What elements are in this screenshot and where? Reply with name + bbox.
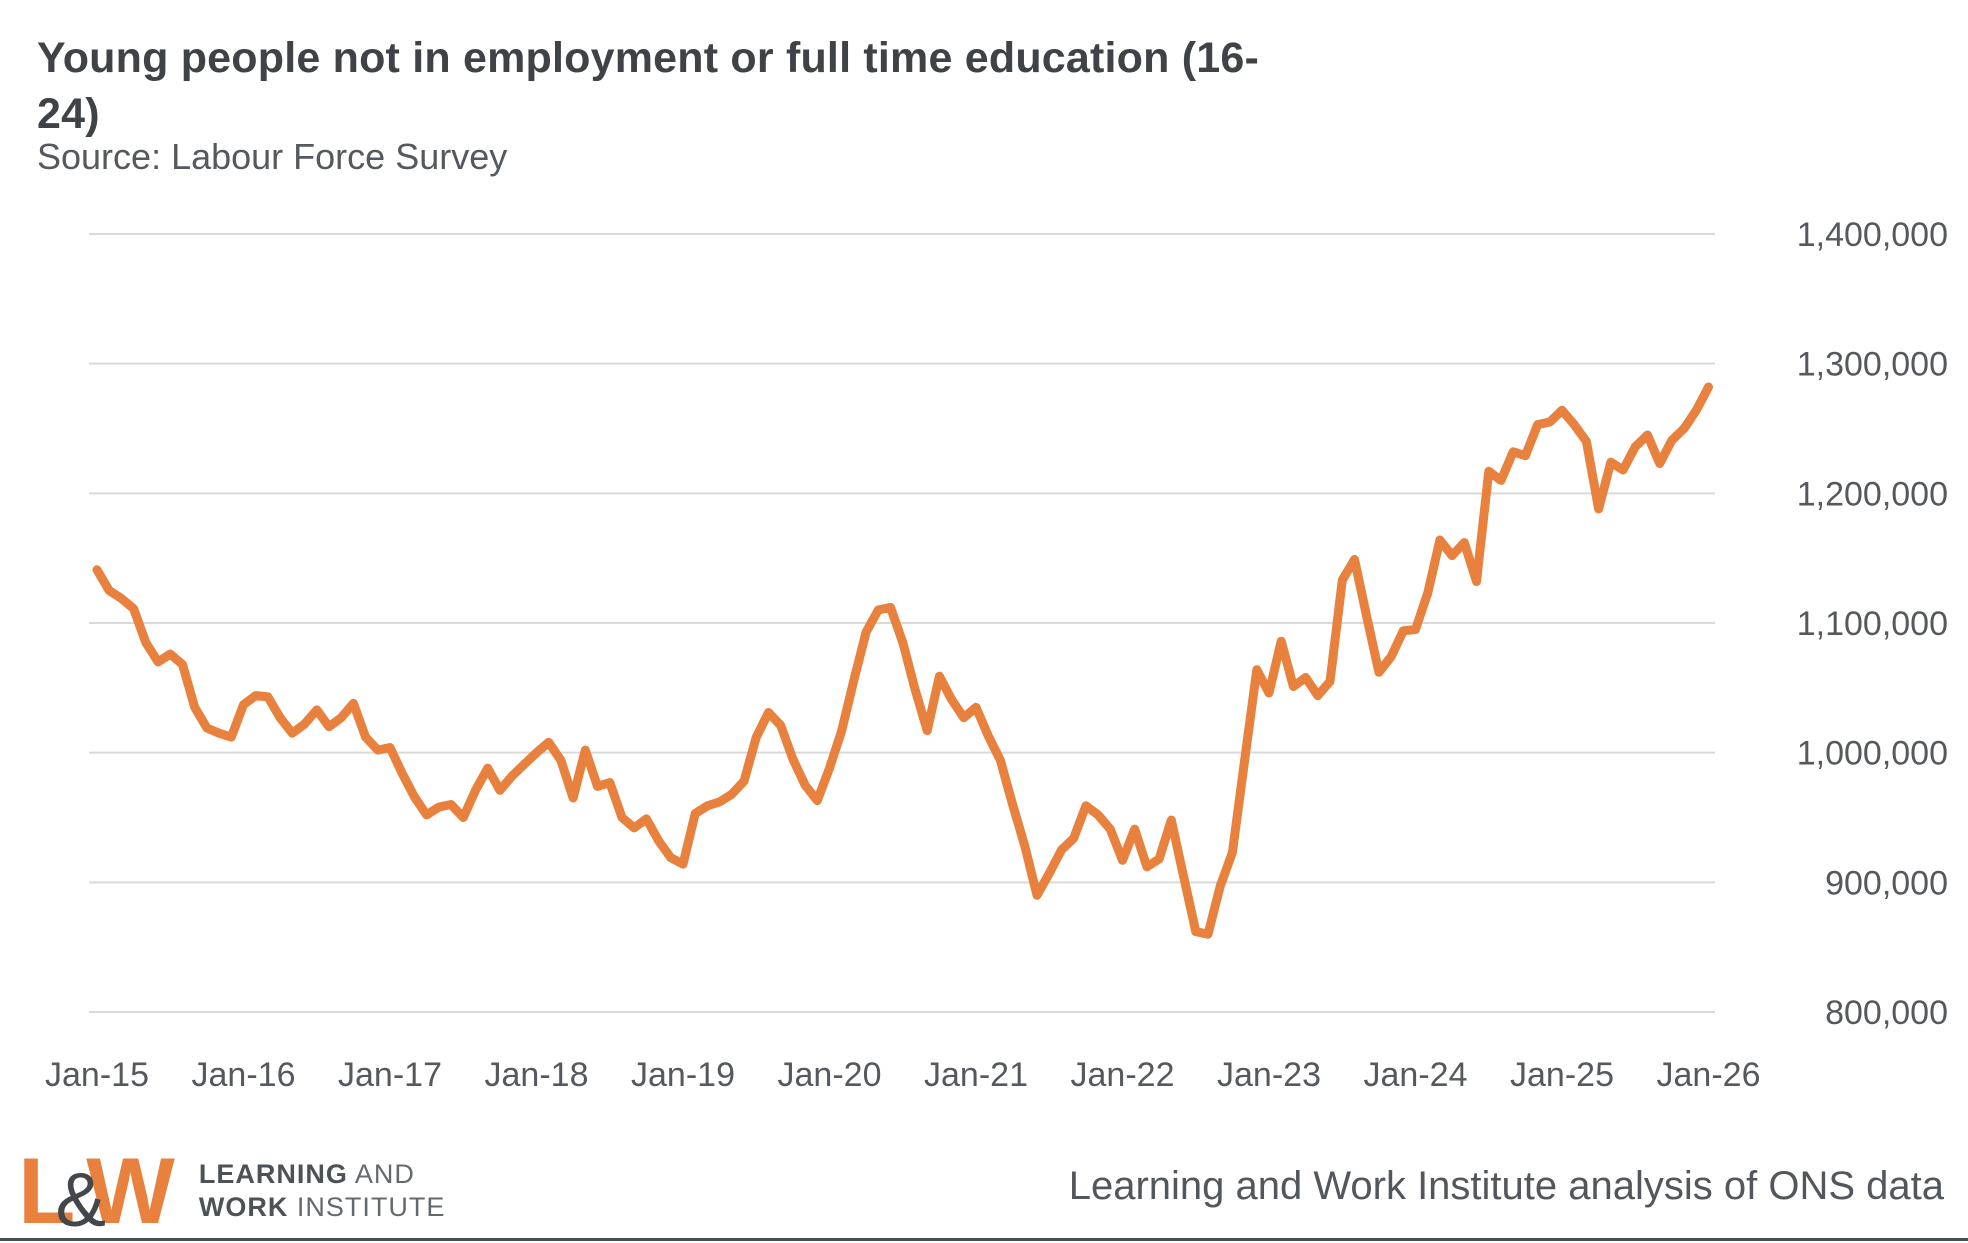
logo-text-work: WORK	[198, 1192, 289, 1222]
x-tick-label: Jan-25	[1510, 1056, 1614, 1094]
y-tick-label: 1,400,000	[1797, 216, 1948, 254]
page-title-line1: Young people not in employment or full t…	[37, 34, 1260, 82]
y-tick-label: 1,200,000	[1797, 475, 1948, 513]
logo-text-and: AND	[354, 1159, 415, 1189]
page-title: Young people not in employment or full t…	[37, 30, 1259, 142]
data-line-neet	[92, 382, 1713, 939]
y-axis-labels: 800,000 900,000 1,000,000 1,100,000 1,200,00…	[1797, 216, 1948, 1032]
x-tick-label: Jan-17	[338, 1056, 442, 1094]
x-tick-label: Jan-24	[1364, 1056, 1468, 1094]
x-tick-label: Jan-16	[192, 1056, 296, 1094]
chart-source: Source: Labour Force Survey	[37, 136, 508, 177]
lw-logo-text: LEARNING AND WORK INSTITUTE	[199, 1158, 446, 1224]
x-tick-label: Jan-23	[1217, 1056, 1321, 1094]
x-tick-label: Jan-15	[45, 1056, 149, 1094]
x-tick-label: Jan-18	[485, 1056, 589, 1094]
attribution: Learning and Work Institute analysis of …	[1068, 1164, 1944, 1208]
y-tick-label: 900,000	[1825, 864, 1948, 902]
logo-text-institute: INSTITUTE	[296, 1192, 446, 1222]
bottom-rule	[0, 1238, 1968, 1241]
logo-ampersand: &	[55, 1158, 107, 1243]
lw-logo-mark: L & W	[18, 1138, 175, 1243]
lw-logo: L & W LEARNING AND WORK INSTITUTE	[18, 1138, 446, 1243]
x-tick-label: Jan-26	[1657, 1056, 1761, 1094]
x-tick-label: Jan-21	[924, 1056, 1028, 1094]
logo-letter-w: W	[86, 1138, 175, 1243]
x-tick-label: Jan-20	[778, 1056, 882, 1094]
y-tick-label: 1,100,000	[1797, 605, 1948, 643]
gridlines	[89, 233, 1715, 1013]
x-axis-labels: Jan-15 Jan-16 Jan-17 Jan-18 Jan-19 Jan-20 Jan-…	[45, 1056, 1760, 1094]
logo-letter-l: L	[18, 1138, 76, 1243]
y-tick-label: 1,000,000	[1797, 735, 1948, 773]
y-tick-label: 1,300,000	[1797, 346, 1948, 384]
page-title-line2: 24)	[37, 90, 100, 138]
x-tick-label: Jan-19	[631, 1056, 735, 1094]
x-tick-label: Jan-22	[1071, 1056, 1175, 1094]
y-tick-label: 800,000	[1825, 994, 1948, 1032]
logo-text-learning: LEARNING	[198, 1159, 348, 1189]
